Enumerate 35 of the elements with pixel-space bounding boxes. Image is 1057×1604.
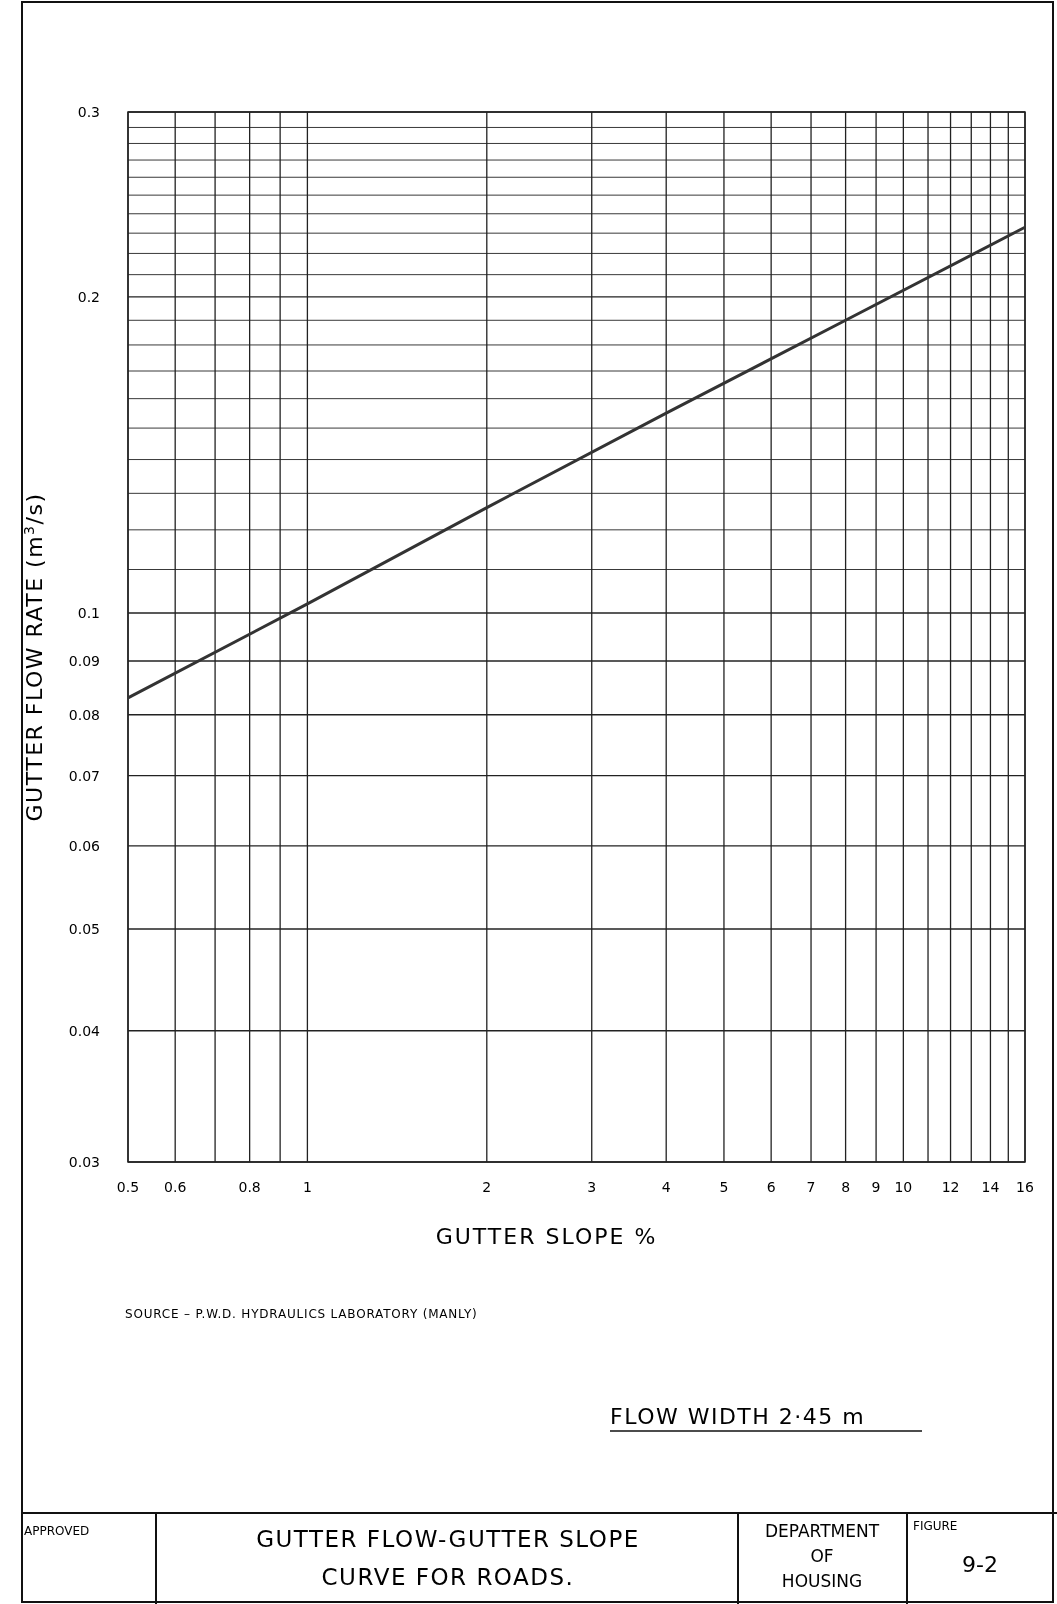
text: FLOW WIDTH 2·45 m	[610, 1404, 866, 1429]
y-tick-label: 0.05	[68, 921, 100, 938]
source-note: SOURCE – P.W.D. HYDRAULICS LABORATORY (MANLY)	[125, 1307, 478, 1321]
y-tick-label: 0.08	[68, 706, 100, 723]
text: APPROVED	[24, 1524, 90, 1538]
x-tick-label: 0.6	[164, 1179, 187, 1195]
x-tick-label: 0.8	[238, 1179, 261, 1195]
x-tick-label: 12	[941, 1179, 960, 1195]
text: 9-2	[962, 1552, 998, 1577]
x-tick-label: 6	[766, 1179, 776, 1195]
x-tick-label: 8	[841, 1179, 851, 1195]
x-tick-label: 0.5	[116, 1179, 140, 1195]
y-tick-label: 0.06	[68, 837, 101, 854]
x-tick-label: 10	[894, 1179, 913, 1195]
y-tick-label: 0.09	[68, 653, 100, 670]
x-tick-label: 5	[719, 1179, 729, 1195]
x-tick-label: 1	[302, 1179, 312, 1195]
line-series	[126, 225, 1027, 700]
text: GUTTER FLOW-GUTTER SLOPE CURVE FOR ROADS.	[256, 1526, 640, 1590]
y-tick-label: 0.3	[77, 104, 100, 120]
x-tick-label: 14	[981, 1179, 1000, 1195]
x-tick-label: 16	[1016, 1179, 1034, 1195]
y-tick-label: 0.2	[77, 288, 100, 305]
x-tick-label: 2	[482, 1179, 492, 1195]
y-tick-label: 0.07	[68, 767, 100, 784]
text: DEPARTMENT OF HOUSING	[764, 1521, 880, 1591]
x-tick-label: 9	[871, 1179, 881, 1195]
y-tick-label: 0.03	[68, 1154, 100, 1170]
x-tick-label: 7	[806, 1179, 816, 1195]
y-tick-label: 0.1	[77, 604, 100, 621]
x-tick-label: 4	[661, 1179, 671, 1195]
x-axis-title: GUTTER SLOPE %	[435, 1224, 658, 1249]
y-tick-label: 0.04	[68, 1022, 101, 1039]
text: FIGURE	[913, 1519, 958, 1533]
x-tick-label: 3	[587, 1179, 597, 1195]
